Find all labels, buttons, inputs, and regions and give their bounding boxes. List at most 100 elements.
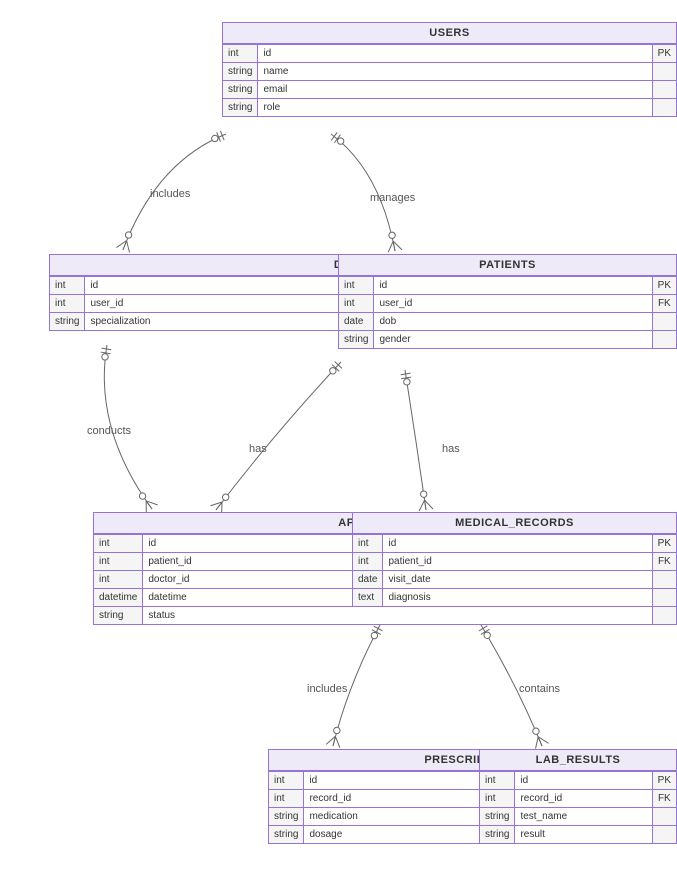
entity-title: PATIENTS (338, 254, 677, 276)
field-row: intpatient_idFK (353, 553, 677, 571)
field-type: date (339, 313, 374, 331)
field-name: gender (374, 331, 652, 349)
field-type: int (480, 790, 515, 808)
field-row: datevisit_date (353, 571, 677, 589)
field-row: stringresult (480, 826, 677, 844)
edge-label-medrec_lab: contains (519, 683, 560, 695)
field-name: patient_id (383, 553, 652, 571)
field-type: string (269, 826, 304, 844)
field-name: record_id (515, 790, 652, 808)
field-row: textdiagnosis (353, 589, 677, 607)
field-type: int (94, 535, 143, 553)
field-type: datetime (94, 589, 143, 607)
field-name: id (515, 772, 652, 790)
field-row: stringname (223, 63, 677, 81)
field-name: dob (374, 313, 652, 331)
field-type: int (269, 790, 304, 808)
field-type: int (339, 277, 374, 295)
field-type: int (480, 772, 515, 790)
field-key (652, 63, 676, 81)
field-name: test_name (515, 808, 652, 826)
field-name: role (258, 99, 652, 117)
field-row: stringemail (223, 81, 677, 99)
field-key (652, 81, 676, 99)
field-name: id (383, 535, 652, 553)
edge-label-patients_medrec: has (442, 443, 460, 455)
field-type: text (353, 589, 383, 607)
field-row: stringtest_name (480, 808, 677, 826)
field-key: PK (652, 45, 676, 63)
field-key (652, 99, 676, 117)
field-type: int (50, 295, 85, 313)
entity-title: MEDICAL_RECORDS (352, 512, 677, 534)
entity-fields: intidPKintrecord_idFKstringtest_namestri… (479, 771, 677, 844)
field-name: status (143, 607, 652, 625)
field-type: int (269, 772, 304, 790)
field-key (652, 607, 676, 625)
entity-title: LAB_RESULTS (479, 749, 677, 771)
field-key: PK (652, 277, 676, 295)
field-type: int (353, 535, 383, 553)
field-row: intidPK (353, 535, 677, 553)
field-key: PK (652, 535, 676, 553)
field-name: name (258, 63, 652, 81)
field-key (652, 826, 676, 844)
field-row: intidPK (480, 772, 677, 790)
field-type: string (50, 313, 85, 331)
edge-label-medrec_presc: includes (307, 683, 347, 695)
field-key (652, 589, 676, 607)
field-key (652, 571, 676, 589)
field-type: int (353, 553, 383, 571)
field-type: int (94, 571, 143, 589)
field-row: datedob (339, 313, 677, 331)
field-type: string (480, 826, 515, 844)
field-row: stringgender (339, 331, 677, 349)
field-type: int (50, 277, 85, 295)
field-type: int (223, 45, 258, 63)
field-type: string (223, 63, 258, 81)
entity-users: USERSintidPKstringnamestringemailstringr… (222, 22, 677, 117)
field-name: visit_date (383, 571, 652, 589)
entity-medical_records: MEDICAL_RECORDSintidPKintpatient_idFKdat… (352, 512, 677, 607)
field-key: FK (652, 295, 676, 313)
field-type: string (480, 808, 515, 826)
field-row: stringrole (223, 99, 677, 117)
field-type: int (339, 295, 374, 313)
field-type: string (339, 331, 374, 349)
field-row: intidPK (339, 277, 677, 295)
field-row: intidPK (223, 45, 677, 63)
field-type: string (223, 99, 258, 117)
field-key: FK (652, 553, 676, 571)
field-type: string (223, 81, 258, 99)
field-key: FK (652, 790, 676, 808)
entity-patients: PATIENTSintidPKintuser_idFKdatedobstring… (338, 254, 677, 349)
field-name: id (374, 277, 652, 295)
edge-patients_medrec (405, 370, 426, 510)
edge-label-patients_appointments: has (249, 443, 267, 455)
entity-lab_results: LAB_RESULTSintidPKintrecord_idFKstringte… (479, 749, 677, 844)
field-name: result (515, 826, 652, 844)
edge-label-doctors_appointments: conducts (87, 425, 131, 437)
entity-fields: intidPKstringnamestringemailstringrole (222, 44, 677, 117)
entity-fields: intidPKintpatient_idFKdatevisit_datetext… (352, 534, 677, 607)
field-key (652, 331, 676, 349)
field-key (652, 808, 676, 826)
field-name: user_id (374, 295, 652, 313)
field-row: stringstatus (94, 607, 677, 625)
field-row: intuser_idFK (339, 295, 677, 313)
field-type: string (94, 607, 143, 625)
field-row: intrecord_idFK (480, 790, 677, 808)
field-name: id (258, 45, 652, 63)
field-key: PK (652, 772, 676, 790)
entity-fields: intidPKintuser_idFKdatedobstringgender (338, 276, 677, 349)
edge-label-users_doctors: includes (150, 188, 190, 200)
edge-label-users_patients: manages (370, 192, 415, 204)
field-type: date (353, 571, 383, 589)
field-name: diagnosis (383, 589, 652, 607)
field-type: int (94, 553, 143, 571)
field-type: string (269, 808, 304, 826)
field-name: email (258, 81, 652, 99)
edge-patients_appointments (216, 362, 341, 510)
entity-title: USERS (222, 22, 677, 44)
field-key (652, 313, 676, 331)
